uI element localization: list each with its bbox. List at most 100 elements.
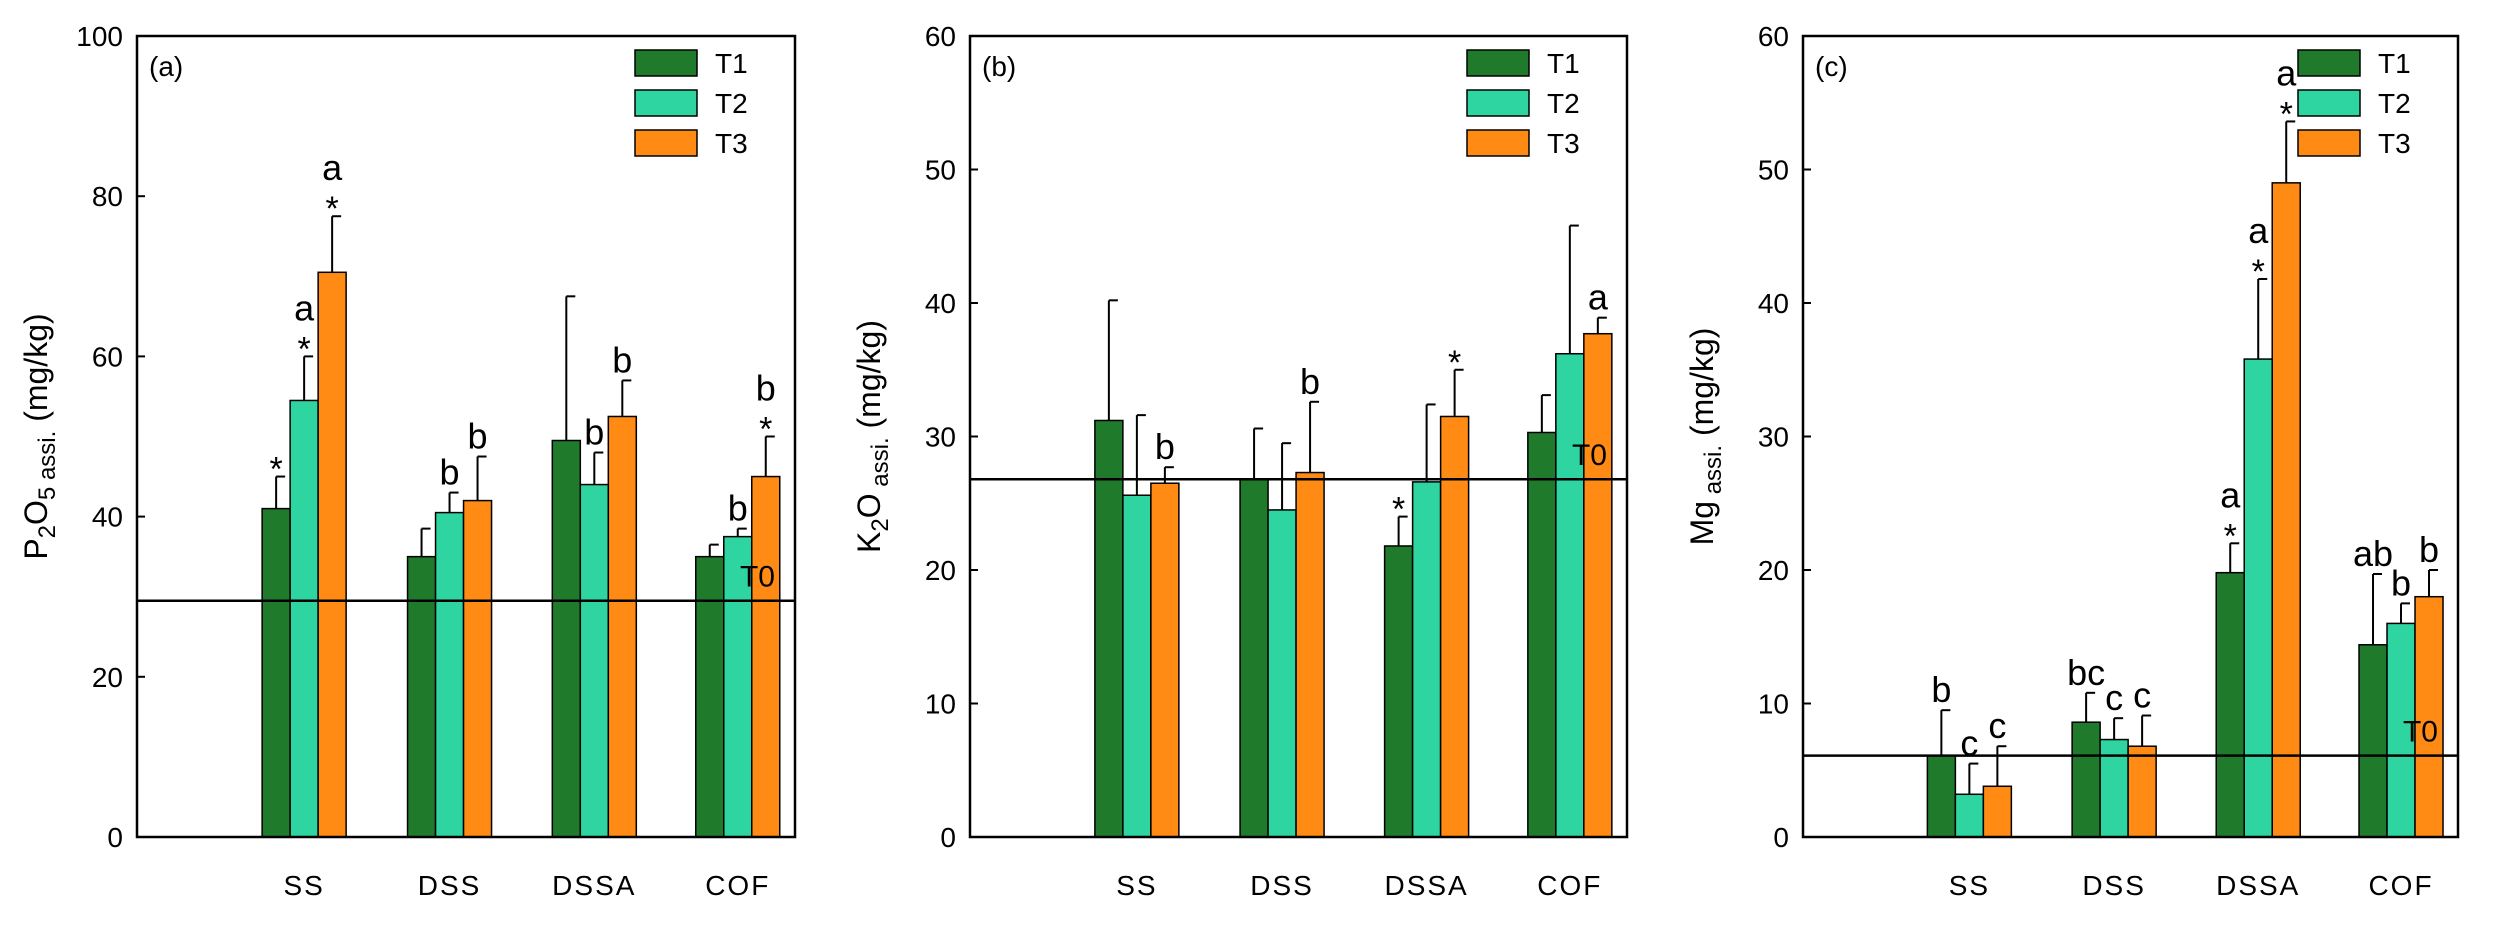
x-tick-label: COF (1537, 870, 1602, 901)
bar-t3 (1982, 785, 2013, 838)
bar-t3 (1150, 482, 1180, 838)
bar-t2 (2099, 738, 2129, 838)
y-tick-label: 20 (1758, 555, 1789, 586)
legend-label: T1 (715, 48, 748, 79)
bar-t2 (1411, 481, 1442, 838)
chart-panel-2: 0 10 20 30 40 50 60 SS DSS DSSA COF * b b * a T0 (b) T1 T2 T… (851, 21, 1629, 901)
significance-star: * (2280, 95, 2293, 133)
group-letter: c (2133, 675, 2151, 716)
significance-star: * (270, 451, 283, 489)
group-letter: a (322, 147, 343, 188)
bar-t3 (462, 499, 493, 838)
reference-line-label: T0 (740, 561, 775, 594)
y-axis-label-part: P (18, 538, 54, 559)
bar-t2 (1267, 509, 1297, 838)
legend-swatch-t2 (1466, 89, 1530, 117)
significance-star: * (326, 190, 339, 228)
legend-swatch-t1 (1466, 49, 1530, 77)
group-letter: a (2248, 210, 2269, 251)
significance-star: * (1392, 491, 1405, 529)
group-letter: c (1960, 723, 1978, 764)
bar-t1 (261, 507, 291, 838)
y-axis-label: P2O5 assi. (mg/kg) (18, 313, 61, 559)
y-tick-label: 10 (925, 689, 956, 720)
y-tick-label: 30 (925, 422, 956, 453)
bar-t1 (2215, 571, 2245, 838)
y-tick-label: 0 (1773, 822, 1789, 853)
y-tick-label: 100 (76, 21, 123, 52)
bar-t3 (317, 271, 347, 838)
plot-frame (968, 34, 1629, 839)
bar-t1 (551, 439, 582, 838)
significance-star: * (2224, 517, 2237, 555)
y-tick-label: 20 (925, 555, 956, 586)
legend-swatch-t3 (1466, 129, 1530, 157)
y-axis-label-part: O (851, 493, 887, 518)
bar-t2 (579, 483, 610, 838)
y-tick-label: 60 (92, 341, 123, 372)
bar-t1 (406, 555, 437, 838)
group-letter: a (294, 287, 315, 328)
bar-t1 (2358, 644, 2388, 838)
x-tick-label: DSSA (1384, 870, 1468, 901)
y-axis-label-part: 2 (34, 525, 61, 538)
bar-t1 (1094, 419, 1124, 838)
significance-star: * (1448, 344, 1461, 382)
legend-label: T1 (2378, 48, 2411, 79)
group-letter: b (1155, 426, 1175, 467)
legend-label: T3 (715, 128, 748, 159)
reference-line-label: T0 (2403, 716, 2438, 749)
group-letter: b (2391, 562, 2411, 603)
significance-star: * (759, 411, 772, 449)
y-tick-label: 60 (925, 21, 956, 52)
x-tick-label: SS (283, 870, 324, 901)
bar-t3 (1295, 471, 1325, 838)
legend-swatch-t3 (2297, 129, 2361, 157)
y-axis-label-part: (mg/kg) (1684, 328, 1720, 445)
legend-swatch-t1 (2297, 49, 2361, 77)
legend-label: T2 (2378, 88, 2411, 119)
y-tick-label: 0 (107, 822, 123, 853)
group-letter: c (2105, 677, 2123, 718)
y-tick-label: 40 (1758, 288, 1789, 319)
x-tick-label: DSS (418, 870, 482, 901)
y-tick-label: 50 (1758, 155, 1789, 186)
bar-t3 (2271, 182, 2301, 838)
y-axis-label: Mg assi. (mg/kg) (1684, 328, 1727, 546)
legend-label: T3 (1547, 128, 1580, 159)
y-tick-label: 50 (925, 155, 956, 186)
bar-t2 (1954, 793, 1985, 838)
x-tick-label: DSS (1250, 870, 1314, 901)
group-letter: a (1588, 277, 1609, 318)
legend-label: T2 (715, 88, 748, 119)
bar-t2 (2243, 358, 2273, 838)
y-axis-label-part: assi. (1700, 445, 1727, 501)
y-tick-label: 0 (940, 822, 956, 853)
panel-label: (a) (149, 51, 183, 82)
bar-t3 (1439, 415, 1470, 838)
y-axis-label-part: Mg (1684, 501, 1720, 545)
plot-frame (1801, 34, 2460, 839)
bar-t3 (2127, 745, 2157, 838)
significance-star: * (298, 330, 311, 368)
group-letter: bc (2067, 652, 2105, 693)
bar-t2 (1122, 494, 1152, 838)
y-tick-label: 80 (92, 181, 123, 212)
y-tick-label: 60 (1758, 21, 1789, 52)
y-axis-label: K2O assi. (mg/kg) (851, 320, 894, 553)
group-letter: b (584, 412, 604, 453)
y-axis-label-part: assi. (34, 431, 61, 487)
group-letter: b (440, 452, 460, 493)
x-tick-label: COF (2368, 870, 2433, 901)
legend-swatch-t3 (634, 129, 698, 157)
legend-label: T3 (2378, 128, 2411, 159)
legend-label: T1 (1547, 48, 1580, 79)
group-letter: b (1931, 669, 1951, 710)
group-letter: b (756, 368, 776, 409)
group-letter: b (728, 488, 748, 529)
y-tick-label: 40 (92, 502, 123, 533)
bar-t3 (607, 415, 638, 838)
x-tick-label: DSSA (2216, 870, 2300, 901)
panel-label: (b) (982, 51, 1016, 82)
